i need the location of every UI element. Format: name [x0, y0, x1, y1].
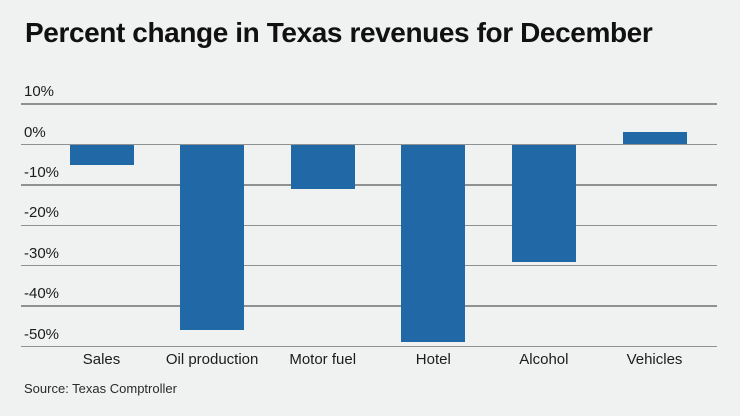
bar-oil-production: [180, 144, 245, 331]
source-note: Source: Texas Comptroller: [24, 381, 177, 396]
y-axis-tick-label: 0%: [24, 123, 46, 141]
bar-sales: [69, 144, 134, 165]
gridline--40: [21, 305, 717, 307]
x-axis-category-label: Oil production: [165, 351, 259, 368]
gridline--30: [21, 265, 717, 267]
gridline-10: [21, 103, 717, 105]
x-axis-category-label: Motor fuel: [289, 351, 357, 368]
bar-motor-fuel: [290, 144, 355, 189]
y-axis-tick-label: 10%: [24, 83, 55, 101]
y-axis-tick-label: -40%: [24, 285, 60, 303]
bar-alcohol: [511, 144, 576, 262]
gridline--10: [21, 184, 717, 186]
x-axis-category-label: Alcohol: [519, 351, 569, 368]
gridline--50: [21, 345, 717, 348]
y-axis-tick-label: -10%: [24, 163, 60, 181]
y-axis-tick-label: -30%: [24, 244, 60, 262]
x-axis-category-label: Sales: [82, 351, 121, 368]
x-axis-category-label: Hotel: [415, 351, 451, 368]
gridline-0: [21, 143, 717, 146]
bar-hotel: [401, 144, 466, 343]
gridline--20: [21, 224, 717, 226]
y-axis-tick-label: -50%: [24, 325, 60, 343]
y-axis-tick-label: -20%: [24, 204, 60, 222]
x-axis-category-label: Vehicles: [626, 351, 683, 368]
bar-vehicles: [622, 132, 687, 145]
chart-title: Percent change in Texas revenues for Dec…: [25, 17, 653, 48]
